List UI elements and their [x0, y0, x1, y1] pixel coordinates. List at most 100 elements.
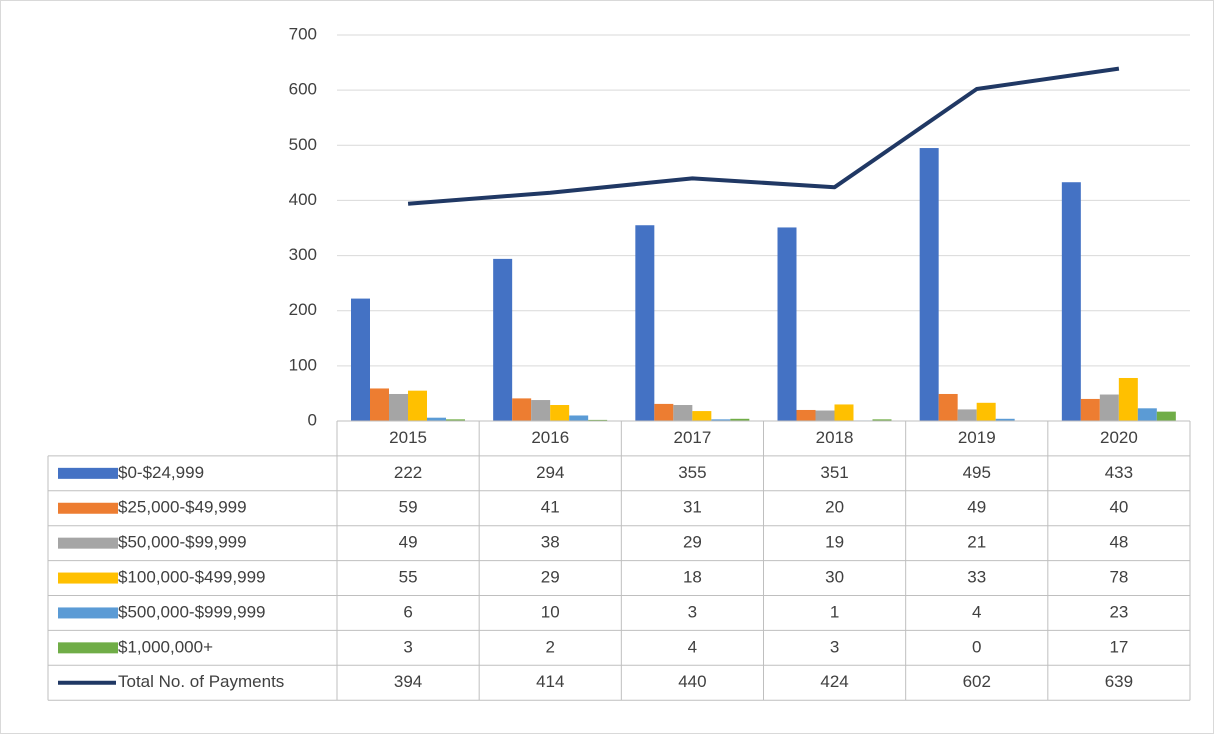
bar: [1118, 377, 1138, 421]
bar: [427, 417, 446, 421]
line: [407, 66, 1120, 206]
legend-key: [58, 572, 118, 584]
y-tick-label: 600: [289, 80, 317, 99]
y-tick-label: 500: [289, 135, 317, 154]
table-cell: 10: [541, 602, 560, 621]
table-cell: 40: [1109, 498, 1128, 517]
table-cell: 440: [678, 672, 706, 691]
table-cell: 222: [394, 463, 422, 482]
y-tick-label: 0: [308, 410, 317, 429]
legend-label: $1,000,000+: [118, 637, 213, 656]
table-cell: 294: [536, 463, 564, 482]
bar: [588, 419, 608, 421]
y-tick-label: 700: [289, 24, 317, 43]
x-tick-label: 2019: [958, 428, 996, 447]
y-tick-label: 300: [289, 245, 317, 264]
table-cell: 414: [536, 672, 564, 691]
bar: [1061, 182, 1081, 421]
bar: [351, 298, 370, 421]
legend-label: $25,000-$49,999: [118, 498, 247, 517]
bar: [446, 419, 465, 421]
legend-label: $0-$24,999: [118, 463, 204, 482]
legend-label: $50,000-$99,999: [118, 533, 247, 552]
bar: [654, 403, 674, 421]
table-cell: 21: [967, 533, 986, 552]
bar: [493, 258, 513, 421]
bar: [673, 405, 693, 421]
bar: [976, 402, 996, 421]
bar: [711, 419, 731, 421]
table-cell: 41: [541, 498, 560, 517]
bar: [370, 388, 389, 421]
table-cell: 49: [399, 533, 418, 552]
table-cell: 4: [688, 637, 697, 656]
table-cell: 19: [825, 533, 844, 552]
bar: [796, 409, 816, 421]
table-cell: 30: [825, 568, 844, 587]
table-cell: 4: [972, 602, 981, 621]
table-cell: 29: [541, 568, 560, 587]
table-cell: 424: [820, 672, 848, 691]
bar: [531, 400, 551, 421]
legend-label: $100,000-$499,999: [118, 568, 265, 587]
legend-key: [58, 607, 118, 619]
table-cell: 20: [825, 498, 844, 517]
bar: [995, 418, 1015, 421]
bar: [550, 405, 570, 421]
table-cell: 6: [403, 602, 412, 621]
table-cell: 433: [1105, 463, 1133, 482]
legend-key: [58, 502, 118, 514]
table-cell: 3: [830, 637, 839, 656]
legend-key: [58, 467, 118, 479]
bar: [635, 225, 655, 421]
bar: [1099, 394, 1119, 421]
table-cell: 29: [683, 533, 702, 552]
table-cell: 351: [820, 463, 848, 482]
bar: [569, 415, 589, 421]
table-cell: 33: [967, 568, 986, 587]
bar: [872, 419, 892, 421]
table-cell: 3: [403, 637, 412, 656]
y-tick-label: 100: [289, 355, 317, 374]
bar: [389, 393, 408, 421]
legend-key: [58, 642, 118, 654]
bar: [938, 393, 958, 421]
legend-label: $500,000-$999,999: [118, 602, 265, 621]
y-tick-label: 200: [289, 300, 317, 319]
legend-label: Total No. of Payments: [118, 672, 284, 691]
bar: [777, 227, 797, 421]
bar: [957, 409, 977, 421]
bar: [512, 398, 532, 421]
bar: [692, 411, 712, 421]
table-cell: 17: [1109, 637, 1128, 656]
table-cell: 355: [678, 463, 706, 482]
table-cell: 602: [963, 672, 991, 691]
x-tick-label: 2020: [1100, 428, 1138, 447]
table-cell: 55: [399, 568, 418, 587]
bar: [408, 390, 427, 421]
table-cell: 78: [1109, 568, 1128, 587]
table-cell: 3: [688, 602, 697, 621]
bar: [730, 418, 750, 421]
table-cell: 48: [1109, 533, 1128, 552]
table-cell: 2: [546, 637, 555, 656]
table-cell: 394: [394, 672, 422, 691]
legend-key: [58, 537, 118, 549]
table-cell: 18: [683, 568, 702, 587]
y-tick-label: 400: [289, 190, 317, 209]
table-cell: 495: [963, 463, 991, 482]
x-tick-label: 2016: [531, 428, 569, 447]
table-cell: 23: [1109, 602, 1128, 621]
x-tick-label: 2015: [389, 428, 427, 447]
bar: [1080, 398, 1100, 421]
table-cell: 38: [541, 533, 560, 552]
x-tick-label: 2018: [816, 428, 854, 447]
table-cell: 31: [683, 498, 702, 517]
bar: [834, 404, 854, 421]
table-cell: 1: [830, 602, 839, 621]
bar: [815, 410, 835, 421]
table-cell: 49: [967, 498, 986, 517]
table-cell: 0: [972, 637, 981, 656]
